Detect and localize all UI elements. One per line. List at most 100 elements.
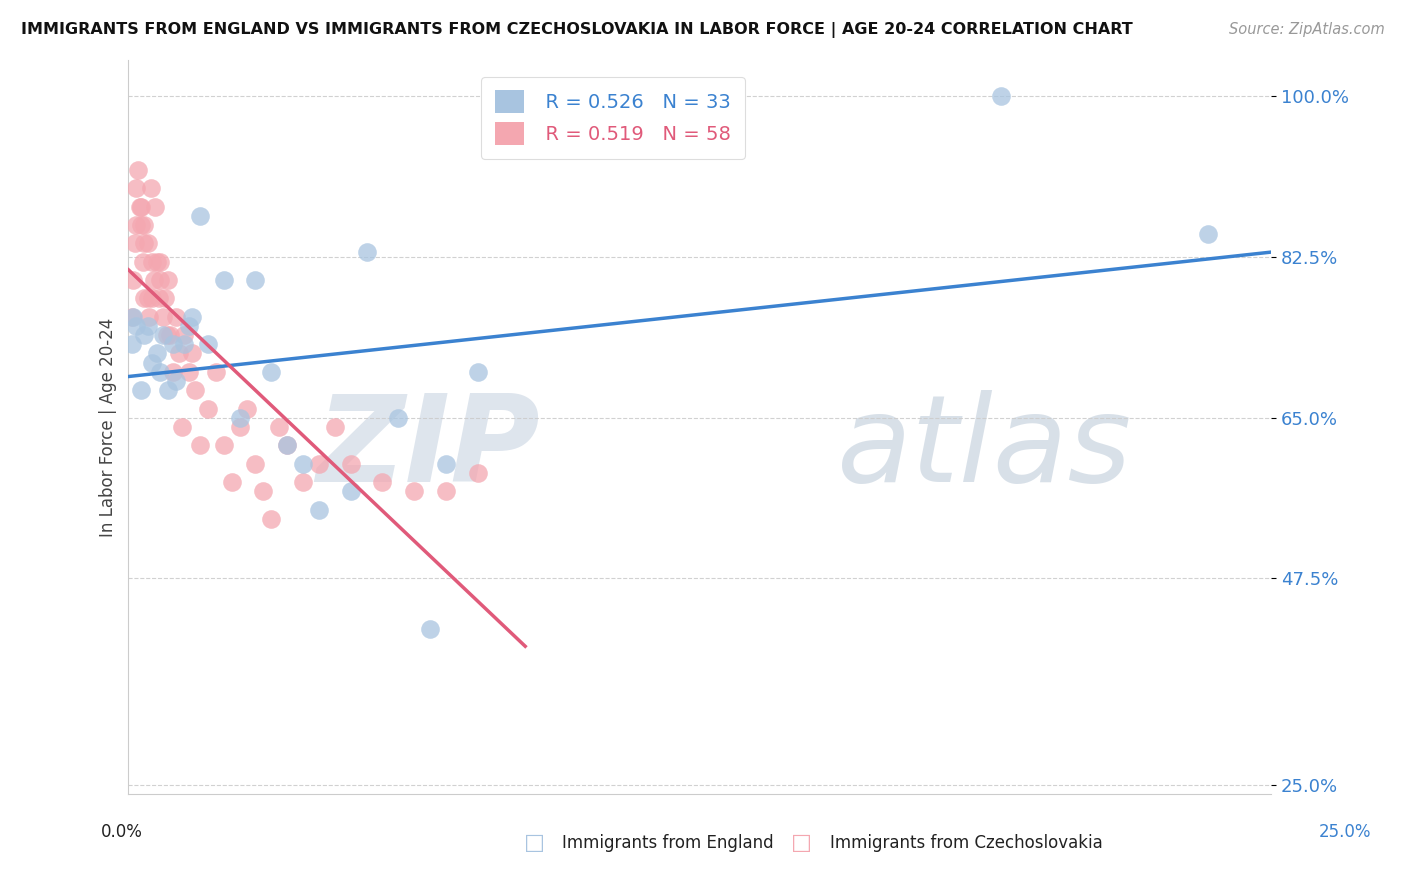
Point (148, 292, 170, 306)
Point (121, 310, 143, 324)
Point (990, 89, 1012, 103)
Point (276, 438, 298, 452)
Point (1197, 227, 1219, 241)
Point (125, 181, 148, 195)
Text: ZIP: ZIP (316, 391, 540, 508)
Point (404, 484, 426, 499)
Point (157, 383, 180, 397)
Point (129, 200, 152, 214)
Point (152, 310, 174, 324)
Point (467, 365, 489, 379)
Text: Immigrants from Czechoslovakia: Immigrants from Czechoslovakia (830, 834, 1102, 852)
Point (236, 401, 259, 416)
Point (134, 292, 156, 306)
Point (125, 218, 148, 232)
Point (167, 346, 190, 360)
Point (173, 328, 195, 343)
Point (197, 337, 219, 351)
Text: Source: ZipAtlas.com: Source: ZipAtlas.com (1229, 22, 1385, 37)
Point (141, 254, 163, 268)
Point (165, 374, 187, 388)
Point (434, 457, 457, 471)
Point (188, 209, 211, 223)
Point (260, 512, 283, 526)
Point (149, 254, 172, 268)
Text: Immigrants from England: Immigrants from England (562, 834, 775, 852)
Point (177, 318, 200, 333)
Point (269, 420, 291, 434)
Point (122, 310, 145, 324)
Text: atlas: atlas (837, 391, 1132, 508)
Point (136, 236, 159, 251)
Point (419, 622, 441, 636)
Point (122, 273, 145, 287)
Point (221, 475, 243, 489)
Point (146, 346, 169, 360)
Point (134, 218, 156, 232)
Point (292, 475, 315, 489)
Text: □: □ (524, 833, 544, 853)
Text: IMMIGRANTS FROM ENGLAND VS IMMIGRANTS FROM CZECHOSLOVAKIA IN LABOR FORCE | AGE 2: IMMIGRANTS FROM ENGLAND VS IMMIGRANTS FR… (21, 22, 1133, 38)
Point (245, 273, 267, 287)
Point (323, 420, 346, 434)
Point (467, 466, 489, 480)
Text: 25.0%: 25.0% (1319, 823, 1371, 841)
Point (159, 328, 181, 343)
Point (276, 438, 298, 452)
Point (157, 273, 180, 287)
Point (153, 292, 176, 306)
Point (292, 457, 315, 471)
Point (308, 502, 330, 516)
Point (136, 292, 159, 306)
Point (212, 438, 235, 452)
Point (132, 254, 155, 268)
Point (152, 328, 174, 343)
Point (165, 310, 187, 324)
Point (434, 484, 457, 499)
Point (146, 254, 169, 268)
Point (138, 310, 160, 324)
Point (181, 346, 204, 360)
Point (129, 218, 152, 232)
Point (181, 310, 204, 324)
Point (356, 245, 378, 260)
Y-axis label: In Labor Force | Age 20-24: In Labor Force | Age 20-24 (100, 318, 117, 537)
Legend:   R = 0.526   N = 33,   R = 0.519   N = 58: R = 0.526 N = 33, R = 0.519 N = 58 (481, 77, 745, 159)
Point (387, 410, 409, 425)
Point (149, 365, 172, 379)
Point (177, 365, 200, 379)
Text: □: □ (792, 833, 811, 853)
Point (155, 328, 177, 343)
Point (184, 383, 207, 397)
Point (127, 162, 149, 177)
Point (339, 457, 361, 471)
Point (121, 337, 143, 351)
Point (162, 337, 184, 351)
Point (124, 236, 146, 251)
Point (371, 475, 394, 489)
Point (172, 420, 194, 434)
Point (212, 273, 235, 287)
Point (228, 410, 250, 425)
Point (204, 365, 226, 379)
Point (252, 484, 274, 499)
Point (141, 292, 163, 306)
Point (162, 365, 184, 379)
Point (134, 328, 156, 343)
Point (142, 273, 165, 287)
Point (149, 273, 172, 287)
Point (339, 484, 361, 499)
Point (245, 457, 267, 471)
Point (136, 318, 159, 333)
Point (141, 356, 163, 370)
Point (173, 337, 195, 351)
Point (197, 401, 219, 416)
Point (308, 457, 330, 471)
Point (139, 181, 162, 195)
Point (228, 420, 250, 434)
Point (128, 200, 150, 214)
Text: 0.0%: 0.0% (101, 823, 143, 841)
Point (260, 365, 283, 379)
Point (188, 438, 211, 452)
Point (125, 318, 148, 333)
